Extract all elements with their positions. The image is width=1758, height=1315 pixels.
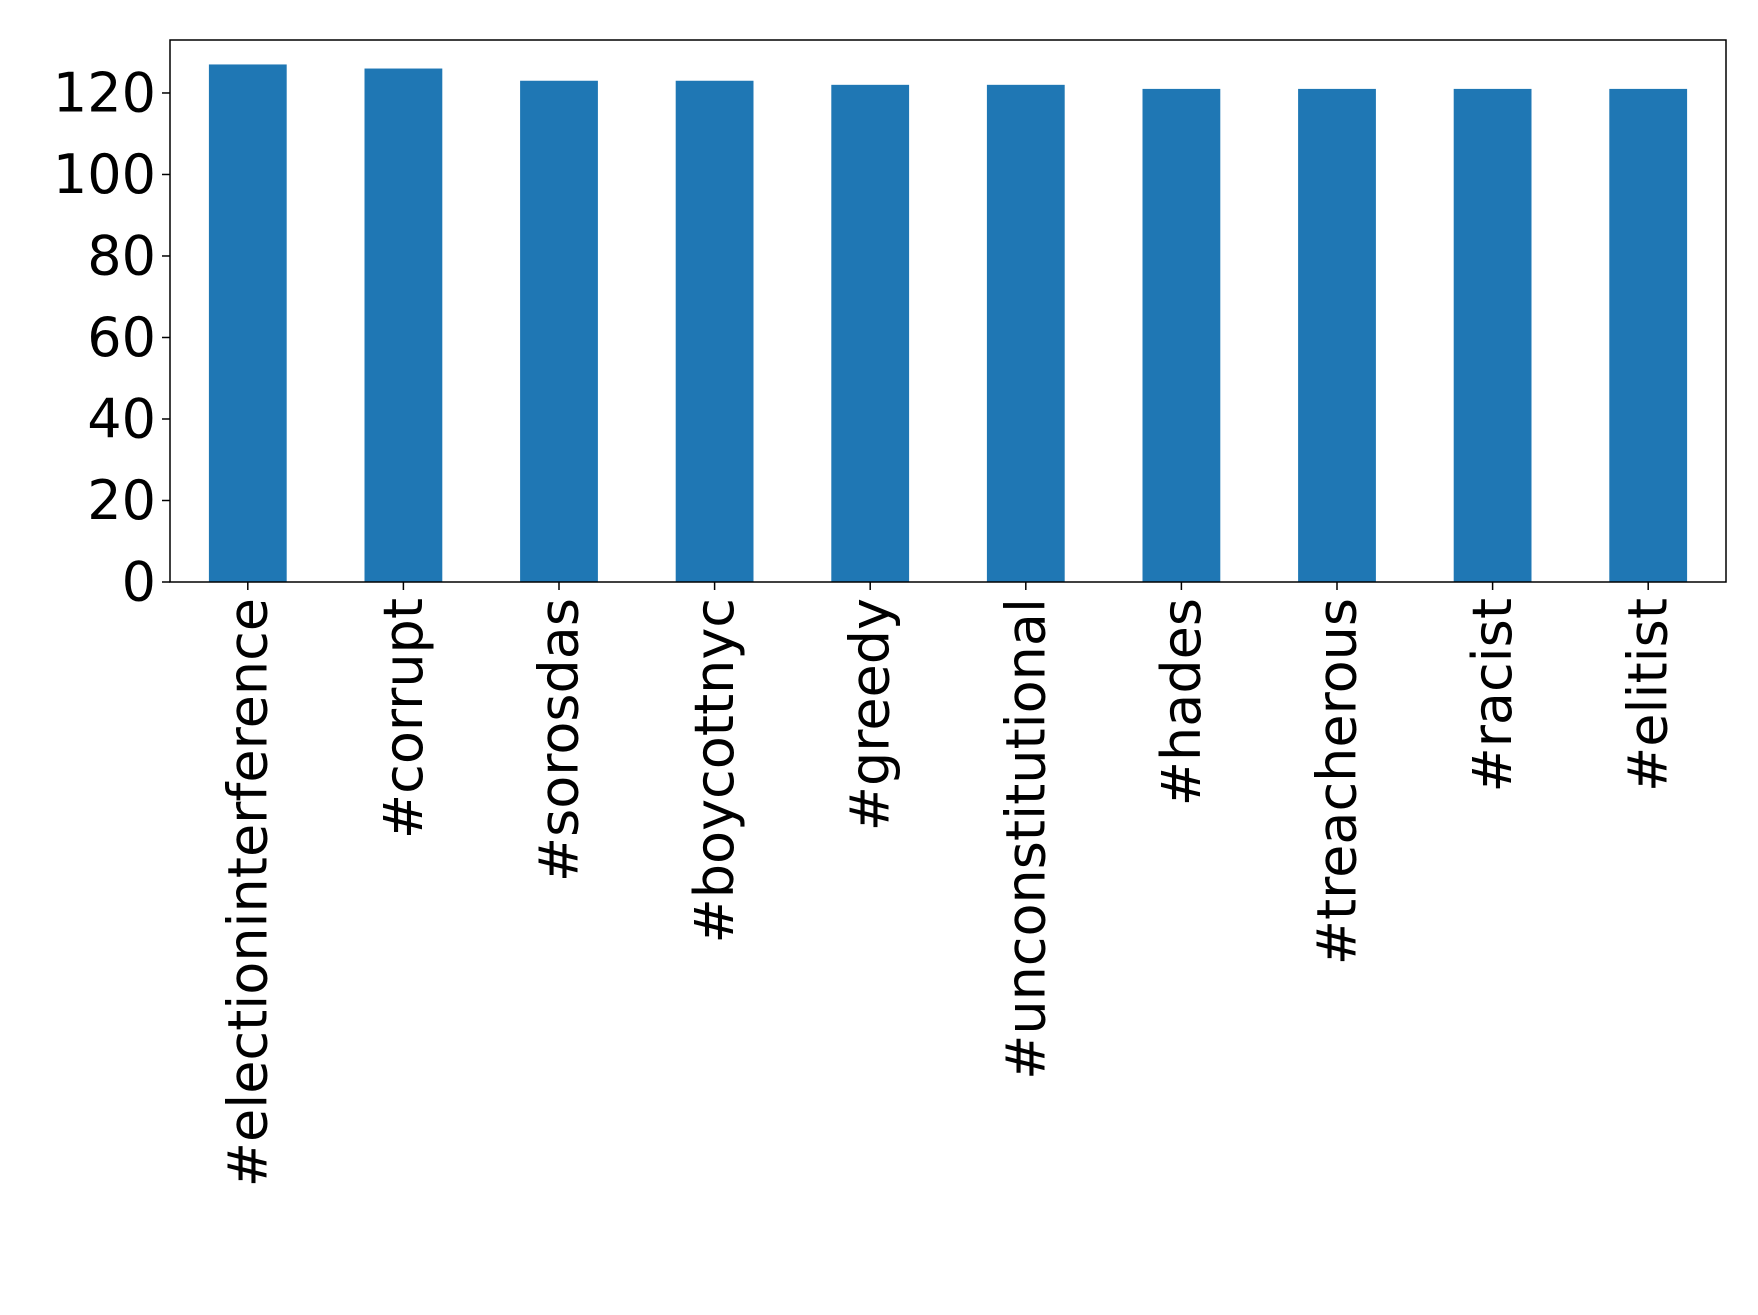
- bar-boycottnyc: [675, 80, 754, 582]
- plot-area-frame: [169, 39, 1727, 583]
- bar-unconstitutional: [986, 84, 1065, 582]
- x-tick-label: #unconstitutional: [994, 598, 1057, 1080]
- x-tick-label: #racist: [1461, 598, 1524, 793]
- y-axis: 0 20 40 60 80 100 120: [53, 61, 170, 614]
- y-tick-label: 0: [122, 551, 156, 614]
- y-tick-label: 40: [87, 387, 156, 450]
- bars-layer: [208, 64, 1688, 583]
- bar-elitist: [1609, 88, 1688, 583]
- x-tick-label: #greedy: [839, 598, 902, 831]
- bar-greedy: [831, 84, 910, 582]
- x-tick-label: #sorosdas: [528, 598, 591, 882]
- x-tick-label: #hades: [1150, 598, 1213, 806]
- x-tick-label: #boycottnyc: [683, 598, 746, 943]
- bar-racist: [1453, 88, 1532, 583]
- bar-corrupt: [364, 68, 443, 582]
- bar-electioninterference: [208, 64, 287, 582]
- y-tick-label: 100: [53, 143, 156, 206]
- y-tick-label: 120: [53, 61, 156, 124]
- bar-treacherous: [1298, 88, 1376, 583]
- x-axis: #electioninterference #corrupt #sorosdas #b…: [216, 582, 1680, 1187]
- x-tick-label: #treacherous: [1306, 598, 1369, 965]
- y-tick-label: 20: [87, 469, 156, 532]
- y-tick-label: 60: [87, 306, 156, 369]
- x-tick-label: #electioninterference: [216, 598, 279, 1187]
- y-tick-label: 80: [87, 224, 156, 287]
- x-tick-label: #corrupt: [372, 598, 435, 839]
- bar-hades: [1142, 88, 1221, 583]
- x-tick-label: #elitist: [1617, 598, 1680, 792]
- bar-sorosdas: [520, 80, 598, 582]
